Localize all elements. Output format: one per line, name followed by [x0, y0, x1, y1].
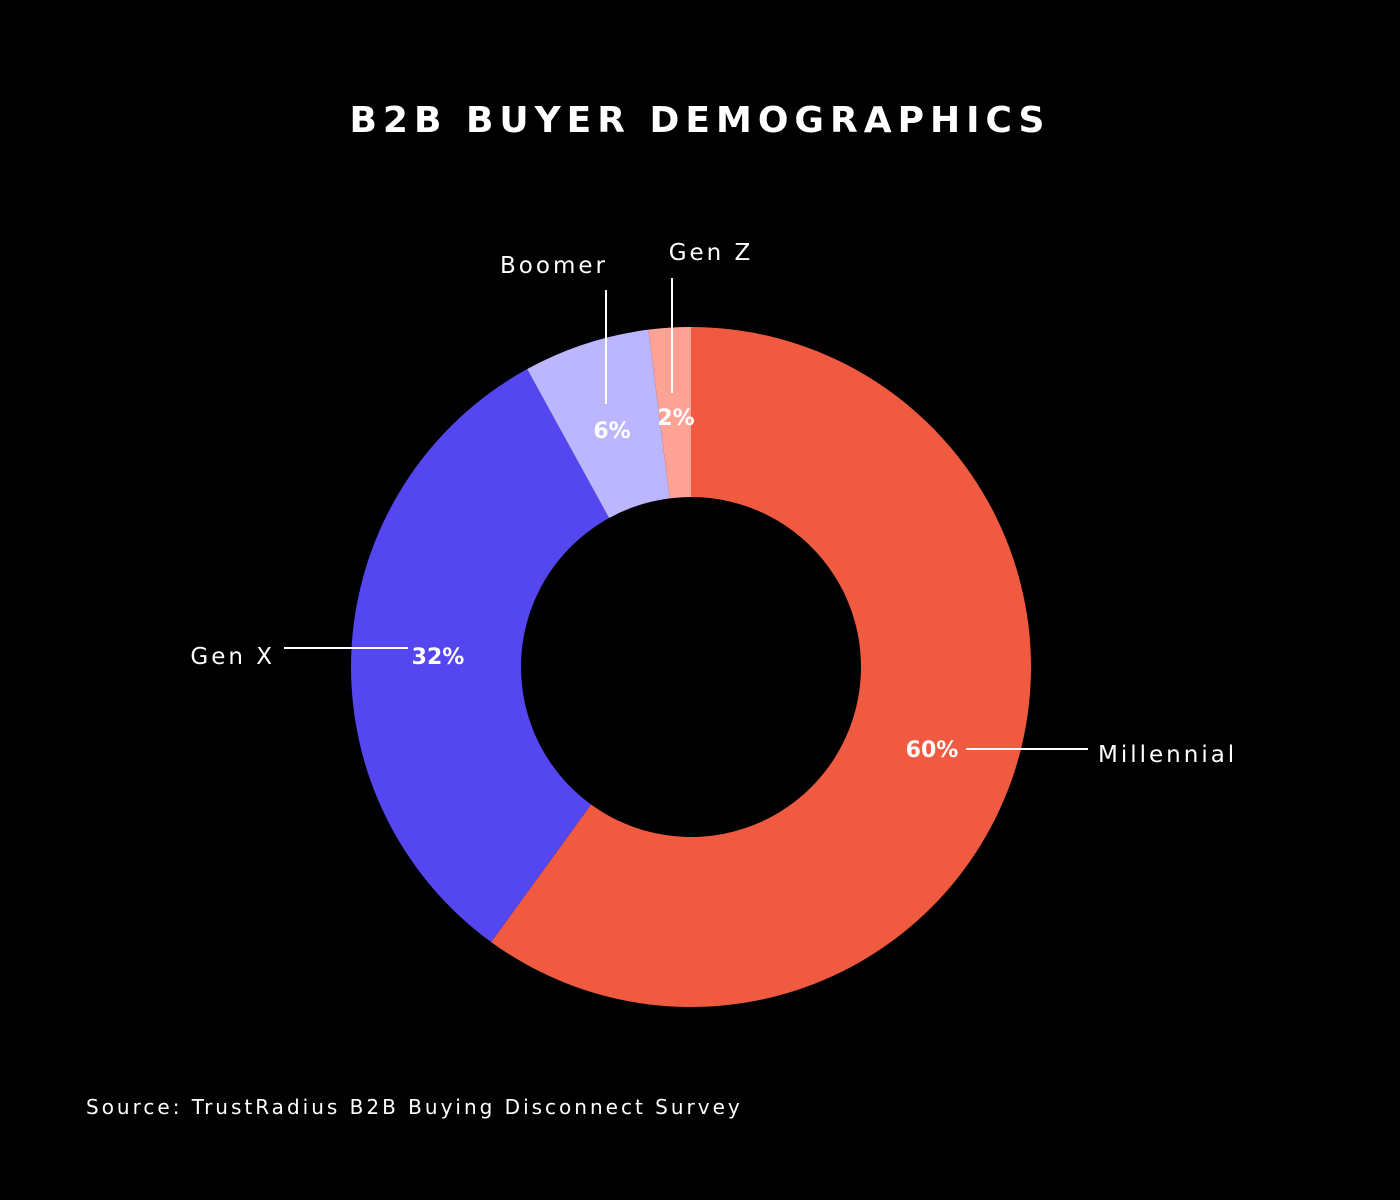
slice-label-millennial: Millennial — [1098, 742, 1237, 768]
slice-label-gen-x: Gen X — [190, 644, 275, 670]
slice-millennial — [491, 327, 1031, 1007]
source-note: Source: TrustRadius B2B Buying Disconnec… — [86, 1095, 743, 1119]
chart-title: B2B BUYER DEMOGRAPHICS — [349, 100, 1051, 141]
slice-boomer — [527, 329, 670, 519]
value-label-gen-x: 32% — [412, 645, 465, 670]
value-label-millennial: 60% — [906, 738, 959, 763]
slice-label-boomer: Boomer — [500, 253, 608, 279]
slice-gen-x — [350, 369, 610, 943]
slice-label-gen-z: Gen Z — [669, 240, 754, 266]
slice-gen-z — [648, 327, 691, 499]
value-label-gen-z: 2% — [657, 406, 694, 431]
value-label-boomer: 6% — [593, 419, 630, 444]
